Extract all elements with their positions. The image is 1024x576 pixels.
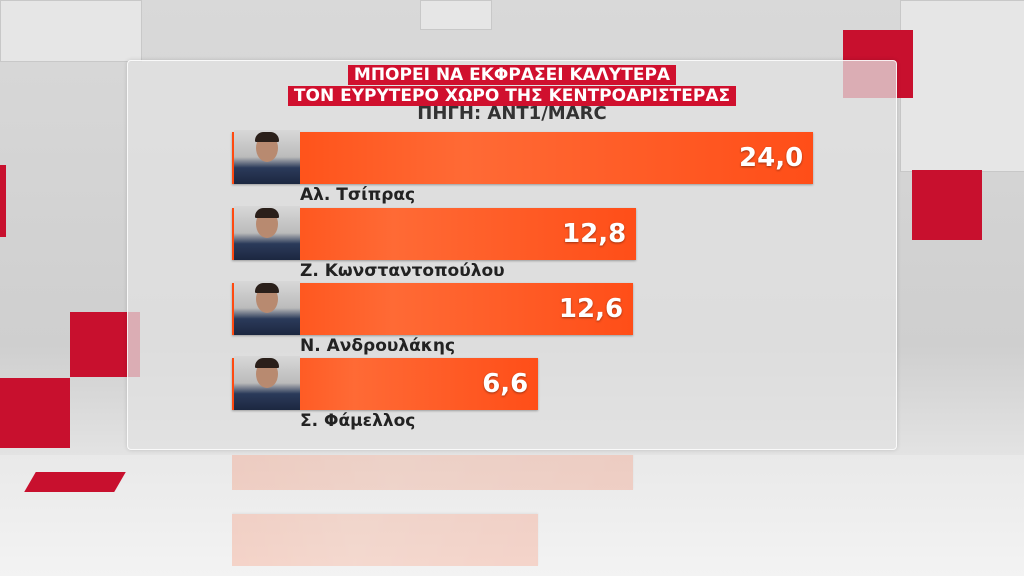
bar-value-label: 6,6 — [482, 369, 529, 399]
candidate-photo — [234, 130, 300, 184]
reflected-bar — [232, 514, 539, 566]
category-label: Ν. Ανδρουλάκης — [300, 336, 456, 356]
red-floor-tile — [24, 472, 126, 492]
background-tile — [900, 0, 1024, 172]
red-tile — [912, 170, 982, 240]
hair — [255, 208, 279, 218]
category-label: Ζ. Κωνσταντοπούλου — [300, 261, 505, 281]
hair — [255, 132, 279, 142]
bar-value-label: 24,0 — [739, 143, 804, 173]
chart-source: ΠΗΓΗ: ΑΝΤ1/MARC — [417, 103, 607, 124]
red-tile — [0, 378, 70, 448]
chart-subtitle: ΤΟΝ ΕΥΡΥΤΕΡΟ ΧΩΡΟ ΤΗΣ ΚΕΝΤΡΟΑΡΙΣΤΕΡΑΣ — [0, 86, 1024, 107]
hair — [255, 283, 279, 293]
floor-reflection — [232, 455, 832, 576]
bar-value-label: 12,8 — [562, 219, 627, 249]
chart-title: ΜΠΟΡΕΙ ΝΑ ΕΚΦΡΑΣΕΙ ΚΑΛΥΤΕΡΑ — [0, 65, 1024, 86]
category-label: Αλ. Τσίπρας — [300, 185, 416, 205]
reflected-bar — [232, 455, 634, 490]
candidate-photo — [234, 281, 300, 335]
category-label: Σ. Φάμελλος — [300, 411, 416, 431]
studio-floor — [0, 455, 1024, 576]
bar-0: 24,0 — [232, 132, 814, 184]
bar-value-label: 12,6 — [558, 294, 624, 324]
background-tile — [420, 0, 492, 30]
red-tile — [0, 165, 6, 237]
candidate-photo — [234, 206, 300, 260]
background-tile — [0, 0, 142, 62]
candidate-photo — [234, 356, 300, 410]
hair — [255, 358, 279, 368]
